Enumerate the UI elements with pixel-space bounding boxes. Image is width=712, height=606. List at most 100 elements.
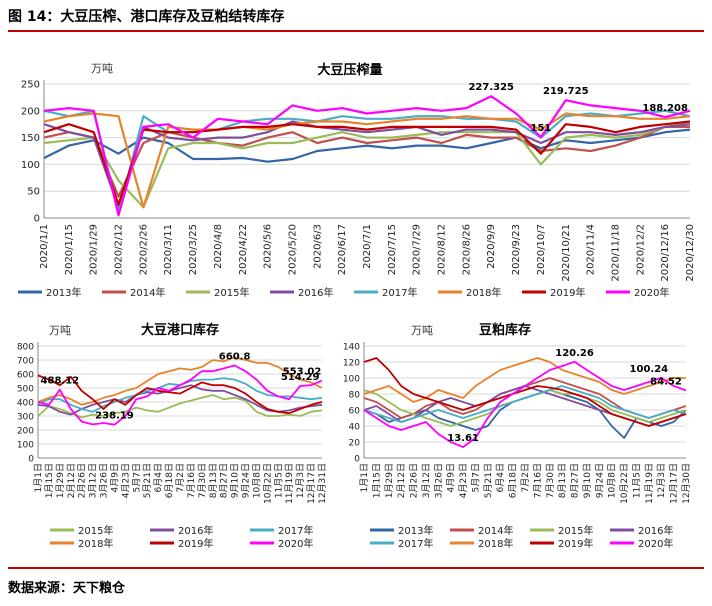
x-tick-label: 11月5日 [631,463,642,498]
x-tick-label: 11月19日 [284,463,295,504]
legend-entry: 2017年 [382,286,417,299]
legend-entry: 2018年 [478,537,513,550]
y-tick-label: 400 [17,399,34,409]
y-tick-label: 120 [343,359,360,369]
series-line-2015 [37,394,323,419]
series-line-2014 [43,125,690,198]
data-label: 13.61 [447,433,479,444]
series-line-2020 [37,364,323,426]
x-tick-label: 2020/9/23 [511,224,522,275]
x-tick-label: 2020/11/4 [586,224,597,275]
x-tick-label: 7月2日 [520,463,531,492]
data-label: 151 [530,123,551,134]
x-tick-label: 2020/8/26 [461,224,472,275]
chart-title: 豆粕库存 [479,322,531,338]
x-tick-label: 2020/3/11 [163,224,174,275]
x-tick-label: 2020/1/15 [64,224,75,275]
x-tick-label: 10月22日 [619,463,630,504]
x-tick-label: 12月3日 [656,463,667,498]
x-tick-label: 12月17日 [306,463,317,504]
x-tick-label: 4月23日 [458,463,469,498]
legend-entry: 2015年 [78,524,113,537]
data-label: 227.325 [468,82,514,93]
figure-title: 图 14：大豆压榨、港口库存及豆粕结转库存 [8,9,285,25]
series-line-2018 [43,112,691,209]
x-tick-label: 3月26日 [99,463,110,498]
x-tick-label: 7月30日 [545,463,556,498]
x-tick-label: 4月23日 [120,463,131,498]
series-line-2020 [363,360,687,449]
legend-entry: 2019年 [178,537,213,550]
x-tick-label: 1月29日 [384,463,395,498]
x-tick-label: 12月30日 [681,463,692,504]
legend-entry: 2019年 [558,537,593,550]
legend-entry: 2015年 [558,524,593,537]
legend-entry: 2018年 [78,537,113,550]
x-tick-label: 2020/5/6 [263,224,274,269]
x-tick-label: 8月27日 [570,463,581,498]
source-note: 数据来源：天下粮仓 [8,581,126,596]
x-tick-label: 5月7日 [131,463,142,492]
y-tick-label: 0 [34,214,40,225]
data-label: 553.02 [283,367,322,378]
y-tick-label: 700 [17,357,34,367]
x-tick-label: 8月13日 [557,463,568,498]
y-tick-label: 200 [17,427,34,437]
unit-label: 万吨 [91,62,113,75]
data-label: 514.29 [281,372,320,383]
x-tick-label: 2020/3/25 [188,224,199,275]
series-line-2019 [43,120,691,206]
x-tick-label: 2020/2/12 [114,224,125,275]
port-inventory-chart: 大豆港口库存 万吨 0 100 200 300 400 500 600 700 800 1月1日 1月1… [17,322,328,550]
x-tick-label: 11月19日 [644,463,655,504]
legend-entry: 2018年 [466,286,501,299]
x-tick-label: 6月4日 [495,463,506,492]
x-tick-label: 3月26日 [433,463,444,498]
x-tick-label: 2020/1/1 [39,224,50,269]
x-tick-label: 2020/10/21 [561,224,572,282]
x-tick-label: 7月16日 [186,463,197,498]
y-tick-label: 150 [21,133,40,144]
y-tick-label: 0 [354,455,360,465]
x-tick-label: 2020/1/29 [89,224,100,275]
series-line-2016 [363,385,687,427]
x-tick-label: 8月27日 [219,463,230,498]
x-tick-label: 2月12日 [66,463,77,498]
x-tick-label: 12月31日 [317,463,328,504]
x-tick-label: 9月24日 [594,463,605,498]
x-tick-label: 2020/6/17 [337,224,348,275]
series-line-2015 [363,389,687,427]
data-label: 488.12 [41,376,80,387]
unit-label: 万吨 [49,324,71,337]
x-tick-label: 2020/8/12 [437,224,448,275]
y-tick-label: 800 [17,343,34,353]
y-tick-label: 600 [17,371,34,381]
legend-entry: 2020年 [278,537,313,550]
y-tick-label: 80 [349,391,361,401]
data-label: 84.52 [650,376,682,387]
x-tick-label: 2020/10/7 [536,224,547,275]
x-tick-label: 6月18日 [164,463,175,498]
series-line-2018 [37,356,323,406]
x-tick-label: 12月17日 [669,463,680,504]
data-label: 238.19 [95,411,134,422]
x-tick-label: 9月24日 [241,463,252,498]
series-line-2020 [43,95,691,217]
x-tick-label: 8月13日 [208,463,219,498]
y-tick-label: 500 [17,385,34,395]
legend-entry: 2019年 [550,286,585,299]
x-tick-label: 2月12日 [396,463,407,498]
y-tick-label: 140 [343,343,360,353]
x-tick-label: 7月2日 [175,463,186,492]
x-tick-label: 3月12日 [88,463,99,498]
x-tick-label: 4月9日 [446,463,457,492]
x-tick-label: 4月9日 [109,463,120,492]
x-tick-label: 11月5日 [273,463,284,498]
bottom-rule [8,567,704,569]
series-line-2018 [363,357,686,403]
series-line-2019 [363,357,687,427]
x-tick-label: 2020/4/22 [238,224,249,275]
series-line-2017 [363,385,687,423]
x-tick-label: 3月12日 [421,463,432,498]
legend-entry: 2014年 [478,524,513,537]
